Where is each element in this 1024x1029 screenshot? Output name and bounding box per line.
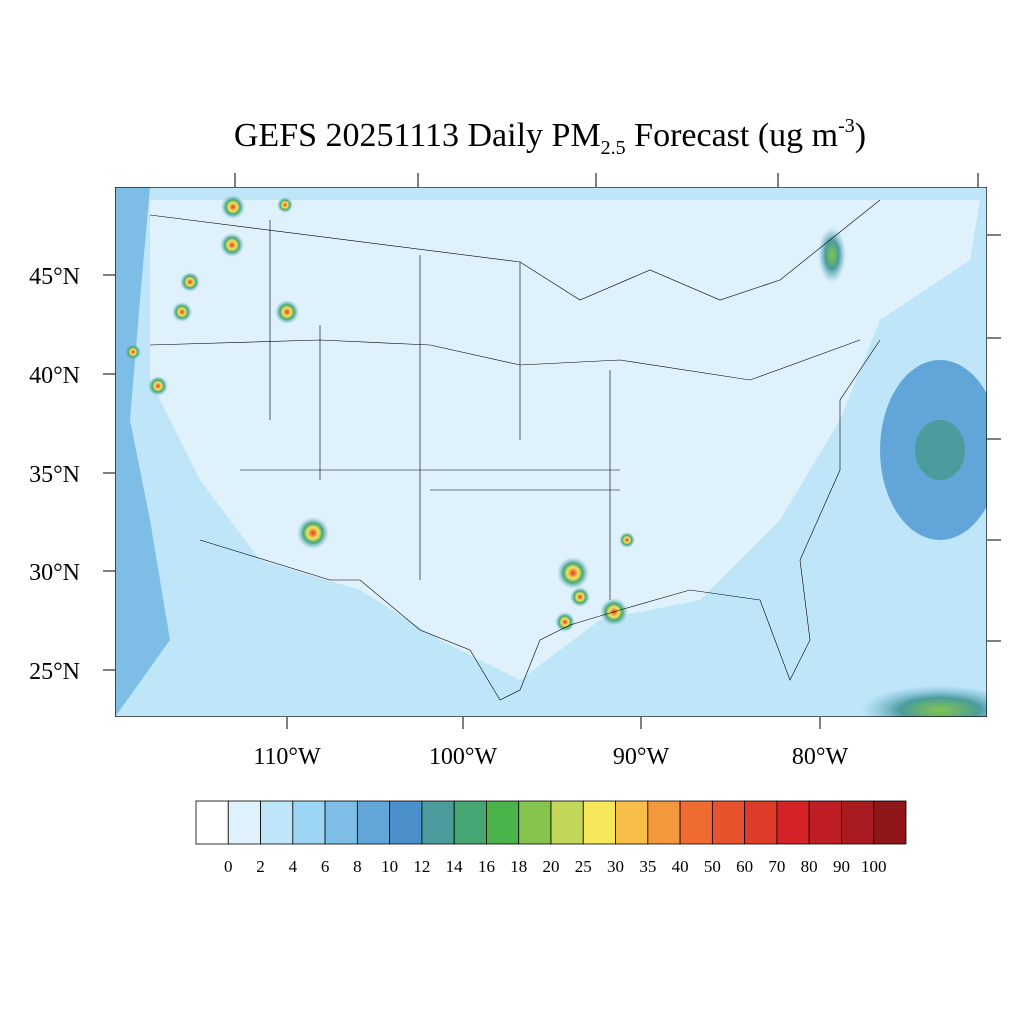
colorbar-box (292, 800, 326, 845)
lat-label: 30°N (29, 560, 80, 586)
map-field (115, 187, 987, 717)
lat-label: 35°N (29, 462, 80, 488)
colorbar-label: 70 (768, 857, 785, 876)
colorbar-box (711, 800, 746, 845)
colorbar-box (453, 800, 487, 845)
colorbar-box (808, 800, 842, 845)
colorbar-label: 4 (289, 857, 298, 876)
colorbar-label: 18 (510, 857, 527, 876)
hotspot (818, 227, 846, 283)
colorbar-label: 80 (801, 857, 818, 876)
lon-label: 80°W (792, 744, 849, 770)
colorbar-box (582, 800, 616, 845)
atlantic-field (915, 420, 965, 480)
lat-label: 40°N (29, 363, 80, 389)
colorbar-box (615, 800, 649, 845)
title: GEFS 20251113 Daily PM2.5 Forecast (ug m… (234, 115, 866, 159)
colorbar-box (550, 800, 584, 845)
colorbar-box (873, 800, 907, 845)
colorbar-label: 12 (413, 857, 430, 876)
colorbar-box (324, 800, 358, 845)
lat-label: 25°N (29, 659, 80, 685)
lon-label: 90°W (613, 744, 670, 770)
colorbar-label: 90 (833, 857, 850, 876)
colorbar-box (195, 800, 229, 845)
colorbar-label: 8 (353, 857, 362, 876)
borders (149, 199, 881, 701)
colorbar-label: 60 (736, 857, 753, 876)
colorbar-label: 14 (446, 857, 464, 876)
title-mid: Forecast (ug m (626, 117, 838, 154)
title-main: GEFS 20251113 Daily PM (234, 117, 601, 154)
colorbar-label: 10 (381, 857, 398, 876)
pacific-field (115, 187, 170, 717)
colorbar-box (389, 800, 423, 845)
colorbar-label: 100 (861, 857, 887, 876)
colorbar-label: 50 (704, 857, 721, 876)
colorbar-box (679, 800, 713, 845)
title-end: ) (855, 117, 866, 154)
colorbar-box (227, 800, 261, 845)
title-sup: -3 (838, 115, 855, 137)
colorbar-label: 35 (639, 857, 656, 876)
colorbar-label: 25 (575, 857, 592, 876)
colorbar-box (356, 800, 391, 845)
colorbar-box (260, 800, 294, 845)
colorbar-box (647, 800, 681, 845)
lat-label: 45°N (29, 264, 80, 290)
colorbar: 0 2 4 6 8 10 12 14 16 18 20 25 30 35 40 50 60 70 80 90 100 (195, 800, 907, 876)
colorbar-box (841, 800, 875, 845)
land-field (150, 200, 980, 680)
axes: 45°N 40°N 35°N 30°N 25°N 110°W 100°W 90°W 80°W (29, 173, 1001, 770)
colorbar-box (776, 800, 810, 845)
title-sub: 2.5 (601, 137, 626, 159)
colorbar-label: 20 (543, 857, 560, 876)
colorbar-box (744, 800, 778, 845)
colorbar-label: 6 (321, 857, 330, 876)
colorbar-label: 2 (256, 857, 265, 876)
lon-label: 110°W (253, 744, 321, 770)
caribbean-field (860, 685, 987, 717)
colorbar-label: 40 (672, 857, 689, 876)
colorbar-label: 0 (224, 857, 233, 876)
hotspots (125, 195, 635, 632)
colorbar-box (421, 800, 455, 845)
colorbar-label: 16 (478, 857, 495, 876)
colorbar-box (518, 800, 552, 845)
colorbar-label: 30 (607, 857, 624, 876)
colorbar-box (486, 800, 520, 845)
lon-label: 100°W (429, 744, 498, 770)
